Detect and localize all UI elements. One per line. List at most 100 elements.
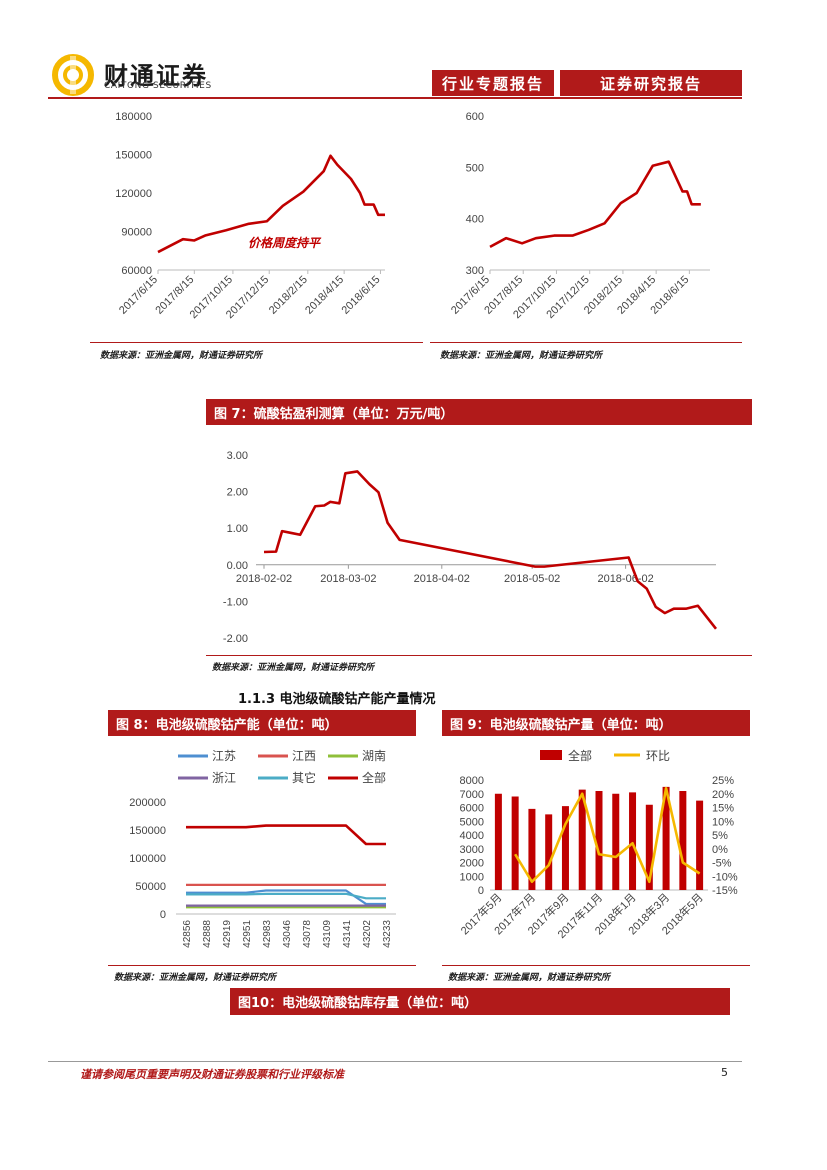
- y-tick-label: 2000: [460, 858, 484, 870]
- report-type-tag: 行业专题报告: [432, 70, 554, 96]
- y2-tick-label: 25%: [712, 775, 734, 787]
- y-tick-label: 90000: [121, 227, 152, 239]
- figure-10-rule: [230, 1014, 730, 1015]
- figure-8-title: 图 8：电池级硫酸钴产能（单位：吨）: [108, 710, 416, 736]
- legend-label: 环比: [646, 749, 670, 763]
- bar: [662, 786, 670, 890]
- y-tick-label: -2.00: [223, 633, 248, 645]
- bar: [629, 792, 637, 890]
- source-rule: [108, 965, 416, 966]
- bar: [679, 791, 687, 890]
- y-tick-label: 1000: [460, 871, 484, 883]
- source-note: 数据来源：亚洲金属网，财通证券研究所: [448, 973, 611, 983]
- y-tick-label: 200000: [129, 797, 166, 809]
- series-line: [263, 470, 718, 630]
- series-line: [157, 154, 385, 254]
- y-tick-label: 0: [160, 909, 166, 921]
- x-tick-label: 2018-04-02: [414, 573, 470, 585]
- x-tick-label: 42919: [222, 920, 233, 948]
- y2-tick-label: -10%: [712, 871, 738, 883]
- bar: [511, 796, 519, 890]
- logo-english: CAITONG SECURITIES: [104, 81, 212, 91]
- x-tick-label: 42983: [262, 920, 273, 948]
- y-tick-label: 7000: [460, 789, 484, 801]
- y-tick-label: 180000: [115, 111, 152, 123]
- source-note: 数据来源：亚洲金属网，财通证券研究所: [114, 973, 277, 983]
- x-tick-label: 43233: [382, 920, 393, 948]
- source-note: 数据来源：亚洲金属网，财通证券研究所: [100, 351, 263, 361]
- y-tick-label: 400: [466, 214, 484, 226]
- y2-tick-label: 0%: [712, 844, 728, 856]
- y-tick-label: 300: [466, 265, 484, 277]
- y-tick-label: 50000: [135, 881, 166, 893]
- profit-chart: -2.00 -1.00 0.00 1.00 2.00 3.00 2018-02-02 2018…: [223, 450, 718, 645]
- bar: [545, 814, 553, 890]
- page-number: 5: [721, 1066, 728, 1079]
- x-tick-label: 2018-06-02: [597, 573, 653, 585]
- production-chart: 全部 环比010002000300040005000600070008000-15…: [457, 748, 738, 941]
- y2-tick-label: 10%: [712, 816, 734, 828]
- bar: [578, 789, 586, 890]
- y-tick-label: 3000: [460, 844, 484, 856]
- source-rule: [430, 342, 742, 343]
- source-rule: [90, 342, 423, 343]
- x-tick-label: 2018/6/15: [339, 274, 382, 317]
- series-line: [186, 892, 386, 900]
- price-chart-left: 60000 90000 120000 150000 180000 2017/6/15 201…: [115, 111, 385, 321]
- y2-tick-label: -5%: [712, 858, 732, 870]
- y-tick-label: 120000: [115, 188, 152, 200]
- logo-icon: [52, 54, 94, 96]
- x-tick-label: 43109: [322, 920, 333, 948]
- y-tick-label: 600: [466, 111, 484, 123]
- x-tick-label: 2018-03-02: [320, 573, 376, 585]
- y-tick-label: 0: [478, 885, 484, 897]
- footer-disclaimer: 谨请参阅尾页重要声明及财通证券股票和行业评级标准: [80, 1068, 344, 1081]
- x-tick-label: 42951: [242, 920, 253, 948]
- bar: [612, 793, 620, 890]
- series-line: [489, 160, 701, 249]
- y-tick-label: 1.00: [227, 523, 248, 535]
- y2-tick-label: -15%: [712, 885, 738, 897]
- y-tick-label: 3.00: [227, 450, 248, 462]
- bar: [528, 808, 536, 890]
- footer-divider: [48, 1061, 742, 1062]
- legend-label: 湖南: [362, 748, 386, 763]
- y-tick-label: 0.00: [227, 560, 248, 572]
- x-tick-label: 2018-05-02: [504, 573, 560, 585]
- y2-tick-label: 5%: [712, 830, 728, 842]
- y-tick-label: 5000: [460, 816, 484, 828]
- x-tick-label: 2018/4/15: [303, 274, 346, 317]
- y2-tick-label: 15%: [712, 803, 734, 815]
- y-tick-label: 4000: [460, 830, 484, 842]
- y-tick-label: 500: [466, 162, 484, 174]
- logo-text: 财通证券: [104, 62, 208, 90]
- report-category-tag: 证券研究报告: [560, 70, 742, 96]
- price-chart-right: 3004005006002017/6/152017/8/152017/10/15…: [449, 111, 710, 321]
- source-rule: [206, 655, 752, 656]
- x-tick-label: 43202: [362, 920, 373, 948]
- legend-label: 江西: [292, 749, 316, 763]
- y-tick-label: 8000: [460, 775, 484, 787]
- y2-tick-label: 20%: [712, 789, 734, 801]
- x-tick-label: 43046: [282, 920, 293, 948]
- source-note: 数据来源：亚洲金属网，财通证券研究所: [440, 351, 603, 361]
- x-tick-label: 43141: [342, 920, 353, 948]
- legend-label: 江苏: [212, 749, 236, 763]
- bar: [595, 791, 603, 890]
- legend-label: 全部: [568, 748, 592, 763]
- y-tick-label: 150000: [115, 150, 152, 162]
- x-tick-label: 2017/6/15: [117, 274, 160, 317]
- bar: [645, 804, 653, 890]
- section-heading: 1.1.3 电池级硫酸钴产能产量情况: [238, 692, 436, 707]
- y-tick-label: 6000: [460, 803, 484, 815]
- bar: [696, 800, 704, 890]
- figure-10-title: 图10：电池级硫酸钴库存量（单位：吨）: [230, 988, 730, 1014]
- x-tick-label: 2018/2/15: [267, 274, 310, 317]
- y-tick-label: 60000: [121, 265, 152, 277]
- chart-annotation: 价格周度持平: [248, 236, 322, 250]
- x-tick-label: 42856: [182, 920, 193, 948]
- x-tick-label: 2018-02-02: [236, 573, 292, 585]
- figure-9-title: 图 9：电池级硫酸钴产量（单位：吨）: [442, 710, 750, 736]
- figure-7-title: 图 7：硫酸钴盈利测算（单位：万元/吨）: [206, 399, 752, 425]
